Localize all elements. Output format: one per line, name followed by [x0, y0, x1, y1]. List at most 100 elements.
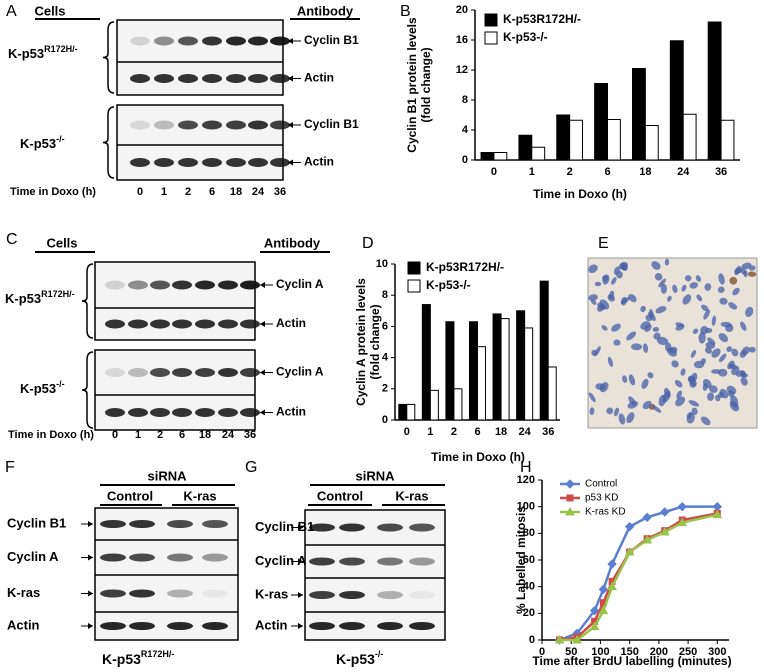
lane-label: 1: [161, 186, 167, 198]
arrow-head: [260, 369, 265, 376]
cell-nucleus: [718, 273, 725, 285]
blot-box: [94, 261, 256, 341]
x-tick-label: 300: [708, 646, 726, 658]
marker: [607, 559, 617, 569]
cell-nucleus: [664, 258, 670, 266]
bar: [531, 146, 546, 161]
cell-nucleus: [640, 305, 646, 313]
time-label: Time in Doxo (h): [10, 186, 96, 198]
y-tick-label: 6: [382, 320, 388, 332]
panel-letter: B: [400, 3, 411, 20]
marker: [598, 605, 609, 615]
cell-nucleus: [652, 326, 660, 332]
label-sup: R172H/-: [141, 649, 175, 659]
cell-nucleus: [681, 284, 687, 292]
sirna-header: siRNA: [147, 468, 187, 483]
cell-nucleus: [652, 405, 662, 413]
blot-band: [270, 158, 290, 167]
x-tick-label: 250: [679, 646, 697, 658]
bar: [720, 119, 735, 161]
x-tick-label: 200: [650, 646, 668, 658]
cell-nucleus: [718, 391, 724, 399]
cell-nucleus: [698, 332, 706, 344]
cell-nucleus: [745, 306, 754, 317]
bar: [493, 152, 508, 161]
cell-line-label: K-p53R172H/-: [8, 44, 78, 61]
blot-band: [105, 368, 125, 377]
cell-nucleus: [653, 332, 661, 340]
x-axis-label: Time in Doxo (h): [533, 187, 627, 201]
y-tick-label: 0: [382, 414, 388, 426]
cell-nucleus: [667, 295, 672, 302]
antibody-label: K-ras: [255, 586, 288, 601]
x-axis-label: Time after BrdU labelling (minutes): [532, 654, 731, 668]
arrow-head: [260, 321, 265, 327]
antibody-label: Cyclin A: [7, 549, 59, 564]
x-tick-label: 2: [451, 426, 457, 438]
x-tick-label: 36: [542, 426, 554, 438]
panel-letter: H: [520, 459, 532, 476]
x-tick-label: 2: [567, 166, 573, 178]
label-sup: -/-: [56, 134, 65, 144]
blot-band: [129, 520, 155, 528]
cell-nucleus: [588, 294, 598, 301]
y-tick-label: 120: [517, 474, 535, 486]
x-tick-label: 18: [639, 166, 651, 178]
blot-band: [130, 120, 150, 130]
y-tick-label: 80: [523, 527, 535, 539]
cell-nucleus: [607, 356, 614, 367]
bar: [406, 403, 416, 421]
bar: [477, 346, 487, 421]
sirna-header: siRNA: [355, 468, 395, 483]
lane-label: 2: [185, 186, 191, 198]
bar: [398, 403, 408, 421]
cell-nucleus: [665, 342, 672, 352]
cell-nucleus: [631, 343, 643, 351]
panel-letter: D: [362, 235, 374, 252]
blot-band: [226, 36, 246, 46]
cell-nucleus: [599, 382, 609, 393]
antibody-label: Actin: [276, 316, 306, 330]
blot-band: [128, 319, 148, 329]
cell-nucleus: [740, 376, 748, 386]
blot-band: [100, 520, 126, 528]
bar: [453, 388, 463, 421]
cell-nucleus: [718, 333, 729, 343]
panel-letter: G: [245, 459, 257, 476]
blot-band: [172, 319, 192, 329]
legend-swatch: [407, 279, 421, 293]
cell-nucleus: [747, 271, 757, 277]
legend-label: Control: [585, 479, 617, 490]
cell-nucleus: [711, 369, 721, 374]
bar: [539, 280, 549, 421]
marker: [677, 501, 687, 512]
y-tick-label: 0: [529, 634, 535, 646]
antibody-label: Actin: [304, 71, 334, 85]
blot-band: [270, 120, 290, 130]
cell-nucleus: [739, 350, 747, 358]
bar: [547, 366, 557, 421]
label-sup: -/-: [375, 649, 384, 659]
bar: [594, 83, 609, 161]
cell-nucleus: [731, 365, 740, 376]
x-tick-label: 18: [495, 426, 507, 438]
blot-band: [226, 74, 246, 83]
panel-letter: F: [5, 459, 15, 476]
blot-band: [195, 319, 215, 329]
blot-band: [309, 557, 335, 566]
cell-nucleus: [628, 374, 636, 386]
cell-nucleus: [707, 392, 715, 401]
blot-band: [172, 280, 192, 290]
antibody-label: Actin: [276, 405, 306, 419]
cell-nucleus: [703, 309, 711, 320]
cell-nucleus: [607, 294, 615, 302]
cell-nucleus: [642, 400, 652, 410]
cell-nucleus: [671, 360, 679, 368]
blot-band: [218, 368, 238, 377]
cell-nucleus: [696, 294, 703, 302]
blot-band: [270, 74, 290, 83]
y-tick-label: 40: [523, 581, 535, 593]
marker: [566, 494, 574, 502]
antibody-label: Cyclin A: [255, 553, 307, 568]
cell-line-label: K-p53-/-: [20, 379, 65, 396]
